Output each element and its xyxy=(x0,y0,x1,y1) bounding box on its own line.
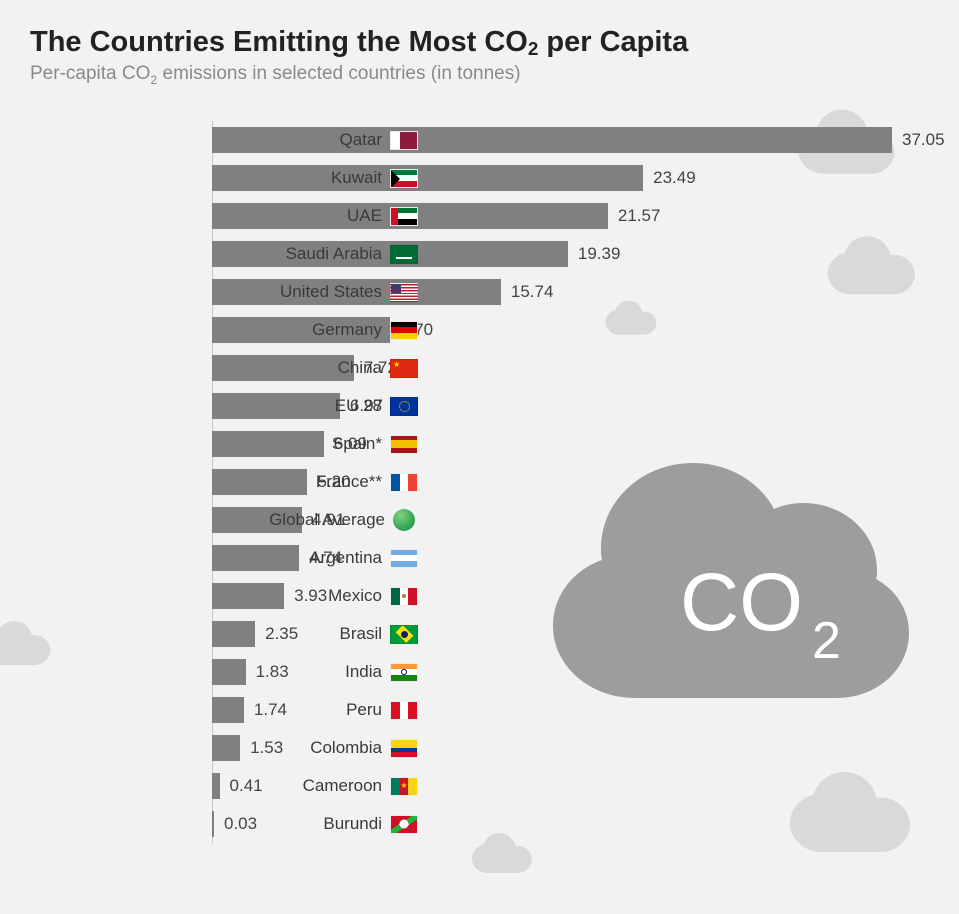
bar-value: 15.74 xyxy=(511,282,554,302)
chart-row: Colombia1.53 xyxy=(212,729,959,767)
chart-row: Spain*6.09 xyxy=(212,425,959,463)
country-label: Global Average xyxy=(269,510,385,530)
country-label: Peru xyxy=(346,700,382,720)
country-label: China xyxy=(338,358,382,378)
globe-flag-icon xyxy=(393,509,415,531)
row-label-wrap: China xyxy=(212,349,418,387)
subtitle-text-pre: Per-capita CO xyxy=(30,63,150,84)
country-label: UAE xyxy=(347,206,382,226)
country-label: France** xyxy=(316,472,382,492)
chart-subtitle: Per-capita CO2 emissions in selected cou… xyxy=(30,63,929,87)
row-label-wrap: Colombia xyxy=(212,729,418,767)
eu-flag-icon xyxy=(390,397,418,416)
country-label: Argentina xyxy=(309,548,382,568)
bar-value: 37.05 xyxy=(902,130,945,150)
country-label: Germany xyxy=(312,320,382,340)
mx-flag-icon xyxy=(390,587,418,606)
fr-flag-icon xyxy=(390,473,418,492)
row-label-wrap: Argentina xyxy=(212,539,418,577)
row-label-wrap: Kuwait xyxy=(212,159,418,197)
row-label-wrap: Spain* xyxy=(212,425,418,463)
bi-flag-icon xyxy=(390,815,418,834)
row-label-wrap: Peru xyxy=(212,691,418,729)
country-label: Spain* xyxy=(332,434,382,454)
row-label-wrap: Cameroon xyxy=(212,767,418,805)
chart-row: United States 15.74 xyxy=(212,273,959,311)
row-label-wrap: India xyxy=(212,653,418,691)
title-sub: 2 xyxy=(528,38,538,59)
china-flag-icon xyxy=(390,359,418,378)
chart-row: Cameroon0.41 xyxy=(212,767,959,805)
row-label-wrap: Mexico xyxy=(212,577,418,615)
chart-row: China7.72 xyxy=(212,349,959,387)
cm-flag-icon xyxy=(390,777,418,796)
country-label: Brasil xyxy=(339,624,382,644)
title-text-pre: The Countries Emitting the Most CO xyxy=(30,26,528,58)
bar-value: 19.39 xyxy=(578,244,621,264)
in-flag-icon xyxy=(390,663,418,682)
chart-row: India1.83 xyxy=(212,653,959,691)
row-label-wrap: EU 28 xyxy=(212,387,418,425)
ar-flag-icon xyxy=(390,549,418,568)
country-label: Kuwait xyxy=(331,168,382,188)
country-label: Burundi xyxy=(323,814,382,834)
chart-row: Kuwait 23.49 xyxy=(212,159,959,197)
row-label-wrap: Brasil xyxy=(212,615,418,653)
row-label-wrap: Burundi xyxy=(212,805,418,843)
chart-row: Germany9.70 xyxy=(212,311,959,349)
chart-row: Saudi Arabia 19.39 xyxy=(212,235,959,273)
row-label-wrap: United States xyxy=(212,273,418,311)
row-label-wrap: France** xyxy=(212,463,418,501)
row-label-wrap: Saudi Arabia xyxy=(212,235,418,273)
country-label: Saudi Arabia xyxy=(286,244,382,264)
bar-value: 23.49 xyxy=(653,168,696,188)
country-label: Mexico xyxy=(328,586,382,606)
row-label-wrap: Germany xyxy=(212,311,418,349)
pe-flag-icon xyxy=(390,701,418,720)
co-flag-icon xyxy=(390,739,418,758)
qatar-flag-icon xyxy=(390,131,418,150)
country-label: India xyxy=(345,662,382,682)
subtitle-text-post: emissions in selected countries (in tonn… xyxy=(157,63,520,84)
chart-row: Qatar 37.05 xyxy=(212,121,959,159)
chart-row: Burundi0.03 xyxy=(212,805,959,843)
row-label-wrap: Global Average xyxy=(212,501,418,539)
chart-row: Global Average4.91 xyxy=(212,501,959,539)
bar-chart: Qatar 37.05 Kuwait 23.49 UAE 21.57 Saudi Arabi… xyxy=(0,121,959,843)
row-label-wrap: UAE xyxy=(212,197,418,235)
country-label: Cameroon xyxy=(303,776,382,796)
chart-row: Mexico3.93 xyxy=(212,577,959,615)
chart-header: The Countries Emitting the Most CO2 per … xyxy=(0,0,959,93)
es-flag-icon xyxy=(390,435,418,454)
chart-row: Peru1.74 xyxy=(212,691,959,729)
de-flag-icon xyxy=(390,321,418,340)
uae-flag-icon xyxy=(390,207,418,226)
br-flag-icon xyxy=(390,625,418,644)
saudi-flag-icon xyxy=(390,245,418,264)
title-text-post: per Capita xyxy=(538,26,688,58)
country-label: Qatar xyxy=(339,130,382,150)
chart-row: UAE 21.57 xyxy=(212,197,959,235)
bar-value: 21.57 xyxy=(618,206,661,226)
country-label: Colombia xyxy=(310,738,382,758)
chart-row: Brasil2.35 xyxy=(212,615,959,653)
chart-row: France**5.20 xyxy=(212,463,959,501)
us-flag-icon xyxy=(390,283,418,302)
chart-row: Argentina4.74 xyxy=(212,539,959,577)
chart-row: EU 286.97 xyxy=(212,387,959,425)
country-label: United States xyxy=(280,282,382,302)
country-label: EU 28 xyxy=(335,396,382,416)
kuwait-flag-icon xyxy=(390,169,418,188)
chart-title: The Countries Emitting the Most CO2 per … xyxy=(30,26,929,59)
row-label-wrap: Qatar xyxy=(212,121,418,159)
